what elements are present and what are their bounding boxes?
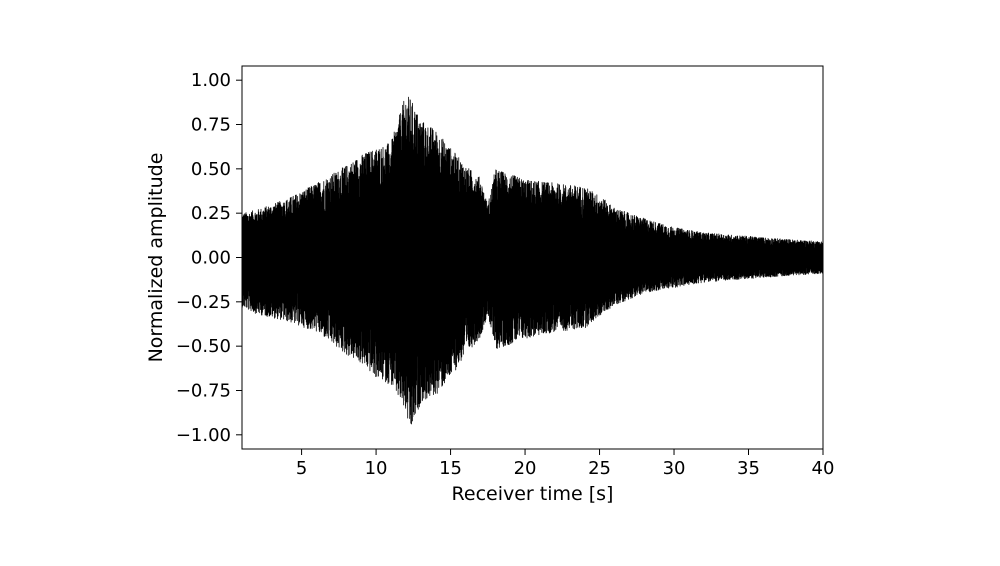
x-tick-label: 10 [365, 458, 388, 479]
y-tick-label: 0.50 [191, 159, 231, 180]
y-tick-label: −1.00 [176, 425, 231, 446]
x-axis-label: Receiver time [s] [452, 483, 614, 505]
y-axis-ticks: 1.00 0.75 0.50 0.25 0.00 −0.25 −0.50 −0.75 −1.00 [176, 70, 242, 446]
y-tick-label: 0.25 [191, 203, 231, 224]
y-tick-label: −0.75 [176, 380, 231, 401]
waveform-series-line [242, 96, 823, 425]
y-axis-label: Normalized amplitude [145, 153, 167, 363]
plot-area [242, 66, 823, 449]
y-tick-label: −0.25 [176, 292, 231, 313]
x-tick-label: 5 [296, 458, 307, 479]
x-tick-label: 35 [737, 458, 760, 479]
y-tick-label: 0.00 [191, 248, 231, 269]
y-tick-label: 1.00 [191, 70, 231, 91]
y-tick-label: 0.75 [191, 115, 231, 136]
x-tick-label: 40 [812, 458, 835, 479]
x-axis-ticks: 5 10 15 20 25 30 35 40 [296, 449, 835, 479]
y-tick-label: −0.50 [176, 336, 231, 357]
x-tick-label: 25 [588, 458, 611, 479]
x-tick-label: 30 [663, 458, 686, 479]
x-tick-label: 20 [514, 458, 537, 479]
x-tick-label: 15 [439, 458, 462, 479]
